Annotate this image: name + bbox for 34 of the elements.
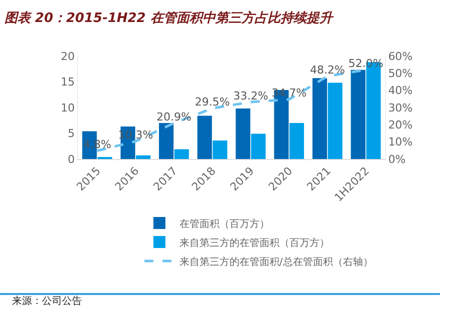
y2-tick-label: 0%: [388, 152, 406, 166]
y2-tick-label: 10%: [388, 136, 413, 149]
source-note: 来源：公司公告: [12, 295, 82, 307]
data-label: 29.5%: [194, 96, 230, 109]
data-label: 48.2%: [310, 64, 345, 77]
data-label: 4.8%: [83, 138, 112, 152]
y2-tick-label: 40%: [388, 84, 413, 98]
legend-label: 在管面积（百万方）: [179, 218, 270, 230]
data-label: 20.9%: [156, 110, 192, 124]
data-label: 52.0%: [348, 56, 384, 70]
y-tick-label: 10: [60, 101, 75, 114]
bar: [350, 70, 366, 159]
bar: [289, 122, 304, 159]
y-tick-label: 20: [60, 50, 75, 63]
y-tick-label: 5: [68, 127, 75, 140]
data-label: 33.2%: [233, 89, 268, 102]
y2-tick-label: 20%: [388, 118, 413, 132]
legend-label: 来自第三方的在管面积（百万方）: [179, 236, 330, 249]
y2-tick-label: 30%: [388, 101, 413, 114]
bar: [236, 108, 250, 159]
bar: [174, 149, 189, 159]
bar: [251, 134, 266, 159]
bar: [197, 116, 212, 159]
chart-title: 图表 20：2015-1H22 在管面积中第三方占比持续提升: [4, 10, 334, 26]
bar: [328, 82, 342, 159]
legend-label: 来自第三方的在管面积/总在管面积（右轴）: [179, 256, 373, 268]
bar: [136, 155, 151, 159]
bar: [158, 122, 174, 159]
y-tick-label: 0: [68, 152, 75, 166]
y2-tick-label: 60%: [388, 50, 413, 63]
y2-tick-label: 50%: [388, 67, 413, 80]
y-tick-label: 15: [60, 76, 75, 89]
bar: [312, 78, 328, 159]
bar: [212, 140, 228, 159]
